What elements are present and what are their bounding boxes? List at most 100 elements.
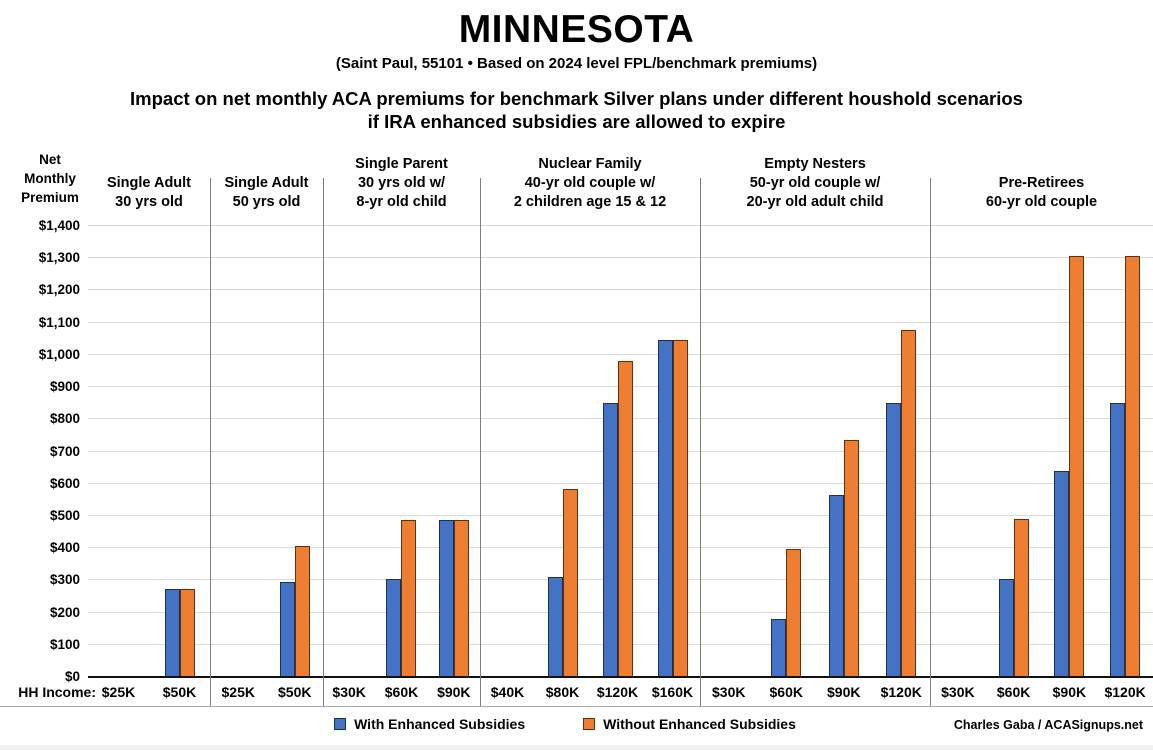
bar-without-enhanced-subsidies	[786, 549, 802, 677]
chart-heading-line1: Impact on net monthly ACA premiums for b…	[130, 88, 1023, 109]
bar-with-enhanced-subsidies	[164, 589, 180, 677]
bar-pair	[602, 361, 633, 677]
bar-pair	[164, 589, 195, 677]
bar-pair	[1110, 256, 1141, 677]
y-axis-tick-label: $100	[49, 636, 80, 652]
bar-with-enhanced-subsidies	[886, 403, 902, 677]
income-label: $120K	[1104, 684, 1146, 700]
bottom-strip	[0, 745, 1153, 750]
plot-area	[88, 225, 1153, 678]
group-separator	[210, 178, 211, 706]
bottom-divider	[0, 706, 1153, 707]
group-header: Empty Nesters 50-yr old couple w/ 20-yr …	[746, 156, 884, 210]
y-axis-tick-label: $400	[49, 540, 80, 556]
group-separator	[323, 178, 324, 706]
gridline	[88, 321, 1153, 323]
bar-with-enhanced-subsidies	[771, 619, 787, 677]
group-header: Pre-Retirees 60-yr old couple	[985, 175, 1098, 210]
chart-heading-line2: if IRA enhanced subsidies are allowed to…	[367, 111, 786, 132]
income-label: $90K	[827, 684, 861, 700]
legend-swatch-with-enhanced-icon	[334, 718, 347, 730]
income-column	[700, 226, 758, 677]
income-label: $120K	[880, 684, 922, 700]
income-label: $30K	[332, 684, 366, 700]
group-header: Single Adult 30 yrs old	[106, 175, 192, 210]
income-column	[535, 226, 590, 677]
y-axis-tick-label: $1,100	[38, 314, 80, 330]
bar-with-enhanced-subsidies	[1110, 403, 1126, 677]
y-axis-tick-label: $300	[49, 572, 80, 588]
group-separator	[480, 178, 481, 706]
hh-income-label: HH Income:	[18, 684, 96, 700]
bar-pair	[547, 489, 578, 677]
bar-without-enhanced-subsidies	[179, 589, 195, 677]
group-header: Single Adult 50 yrs old	[224, 175, 309, 210]
income-column	[210, 226, 267, 677]
income-column	[375, 226, 427, 677]
income-column	[1042, 226, 1098, 677]
scenario-group	[700, 226, 930, 677]
bar-pair	[828, 440, 859, 677]
gridline	[88, 225, 1153, 226]
bar-without-enhanced-subsidies	[562, 489, 578, 677]
bar-without-enhanced-subsidies	[1069, 256, 1085, 677]
bar-pair	[1054, 256, 1085, 677]
income-label: $50K	[278, 684, 312, 700]
income-column	[267, 226, 324, 677]
group-header: Single Parent 30 yrs old w/ 8-yr old chi…	[355, 156, 448, 210]
y-axis-tick-label: $600	[49, 475, 80, 491]
income-column	[873, 226, 931, 677]
bar-pair	[279, 546, 310, 677]
chart-subtitle: (Saint Paul, 55101 • Based on 2024 level…	[335, 55, 818, 72]
scenario-group	[210, 226, 323, 677]
income-label: $25K	[101, 684, 136, 700]
income-label: $90K	[437, 684, 471, 700]
legend-item-without-enhanced: Without Enhanced Subsidies	[583, 716, 796, 732]
bar-with-enhanced-subsidies	[1054, 471, 1070, 677]
y-axis-tick-label: $1,000	[38, 346, 80, 362]
bar-with-enhanced-subsidies	[998, 579, 1014, 677]
y-axis-tick-label: $200	[49, 604, 80, 620]
income-label: $60K	[769, 684, 803, 700]
income-label: $60K	[996, 684, 1031, 700]
income-label: $80K	[545, 684, 580, 700]
y-axis-tick-label: $900	[49, 379, 80, 395]
scenario-group	[323, 226, 480, 677]
y-axis-tick-label: $1,400	[38, 218, 80, 233]
gridline	[88, 353, 1153, 355]
y-axis-title: Net Monthly Premium	[21, 152, 79, 205]
income-column	[323, 226, 375, 677]
legend-swatch-without-enhanced-icon	[583, 718, 596, 730]
bar-with-enhanced-subsidies	[657, 340, 673, 677]
bar-without-enhanced-subsidies	[1013, 519, 1029, 677]
chart-title: MINNESOTA	[458, 8, 695, 51]
group-header: Nuclear Family 40-yr old couple w/ 2 chi…	[513, 156, 667, 210]
bar-without-enhanced-subsidies	[617, 361, 633, 677]
scenario-group	[88, 226, 210, 677]
bar-pair	[438, 520, 469, 677]
bar-with-enhanced-subsidies	[386, 579, 402, 677]
bar-without-enhanced-subsidies	[901, 330, 917, 677]
legend-item-with-enhanced: With Enhanced Subsidies	[334, 716, 525, 732]
y-axis-tick-label: $500	[49, 507, 80, 523]
bar-without-enhanced-subsidies	[843, 440, 859, 677]
group-separator	[930, 178, 931, 706]
legend-label-with-enhanced: With Enhanced Subsidies	[354, 716, 526, 732]
legend: With Enhanced Subsidies Without Enhanced…	[255, 716, 875, 732]
bar-with-enhanced-subsidies	[602, 403, 618, 677]
y-axis-tick-label: $1,200	[38, 282, 80, 298]
income-column	[815, 226, 873, 677]
y-axis-tick-label: $1,300	[38, 250, 80, 266]
legend-label-without-enhanced: Without Enhanced Subsidies	[603, 716, 796, 732]
income-label: $50K	[162, 684, 197, 700]
bar-pair	[771, 549, 802, 677]
income-column	[428, 226, 480, 677]
group-separator	[700, 178, 701, 706]
income-column	[645, 226, 700, 677]
income-label: $160K	[651, 684, 694, 700]
income-label: $90K	[1052, 684, 1087, 700]
credit-text: Charles Gaba / ACASignups.net	[953, 718, 1143, 732]
income-column	[590, 226, 645, 677]
gridline	[88, 257, 1153, 259]
